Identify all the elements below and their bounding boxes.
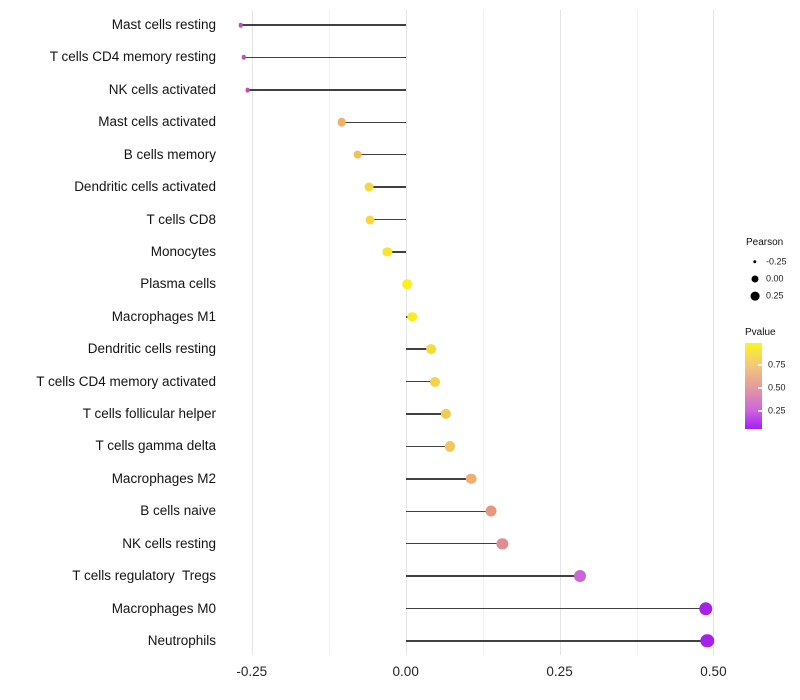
legend-pearson-entry: -0.25 [746, 253, 787, 270]
lollipop-dot [365, 215, 375, 225]
lollipop-stem [405, 478, 471, 480]
lollipop-stem [247, 89, 406, 91]
lollipop-stem [243, 56, 406, 59]
lollipop-dot [364, 182, 374, 192]
lollipop-stem [405, 445, 450, 448]
legend-size-dot [753, 259, 757, 264]
y-axis-label: Dendritic cells resting [87, 341, 216, 357]
y-axis-label: T cells CD4 memory resting [49, 49, 216, 65]
x-tick-label: 0.00 [392, 664, 419, 679]
legend-pearson: Pearson -0.25 0.00 0.25 [746, 237, 787, 305]
lollipop-dot [337, 117, 346, 127]
gridline-major [251, 10, 253, 655]
lollipop-stem [405, 510, 492, 513]
gridline-minor [482, 10, 484, 655]
lollipop-dot [407, 311, 418, 322]
gridline-minor [328, 10, 330, 655]
legend-pearson-entries: -0.25 0.00 0.25 [746, 253, 787, 305]
gridline-minor [636, 10, 638, 655]
lollipop-dot [238, 22, 243, 28]
lollipop-dot [402, 279, 412, 290]
lollipop-stem [405, 348, 431, 350]
legend-pearson-title: Pearson [746, 237, 784, 248]
y-axis-label: Macrophages M2 [111, 470, 216, 486]
lollipop-dot [382, 247, 392, 257]
pvalue-bar-tick [758, 386, 762, 389]
y-axis-label: Mast cells activated [98, 114, 216, 130]
legend: Pearson -0.25 0.00 0.25 Pvalue 0.75 0.50 0.2… [738, 232, 800, 442]
lollipop-dot [700, 634, 714, 648]
lollipop-stem [370, 218, 406, 221]
y-axis-label: Plasma cells [140, 276, 216, 292]
y-axis-label: Neutrophils [147, 632, 216, 648]
pvalue-gradient-bar: 0.75 0.50 0.25 [745, 343, 786, 429]
y-axis-label: Macrophages M1 [111, 308, 216, 324]
x-tick-label: -0.25 [236, 664, 268, 679]
y-axis-label: B cells naive [140, 503, 216, 519]
lollipop-dot [444, 441, 456, 452]
y-axis-label: Mast cells resting [111, 16, 216, 32]
lollipop-stem [405, 413, 446, 415]
y-axis-label: B cells memory [123, 146, 216, 162]
lollipop-dot [573, 570, 586, 583]
x-tick-label: 0.50 [700, 664, 727, 679]
pvalue-tick-label: 0.25 [768, 405, 786, 416]
lollipop-dot [429, 376, 440, 387]
gridline-major [405, 10, 407, 655]
lollipop-dot [485, 505, 497, 517]
legend-size-label: 0.00 [766, 273, 784, 284]
legend-pearson-entry: 0.00 [746, 270, 784, 287]
x-tick-label: 0.25 [546, 664, 573, 679]
lollipop-stem [387, 251, 406, 253]
lollipop-stem [240, 24, 406, 26]
legend-size-label: 0.25 [766, 290, 784, 301]
lollipop-stem [405, 380, 435, 383]
legend-size-dot [751, 275, 759, 283]
y-axis-label: T cells follicular helper [82, 406, 216, 422]
pvalue-bar-tick [758, 410, 762, 413]
y-axis-label: Monocytes [150, 243, 216, 259]
y-axis-label: T cells CD4 memory activated [36, 373, 216, 389]
legend-pearson-entry: 0.25 [746, 288, 784, 305]
lollipop-stem [368, 186, 406, 188]
lollipop-dot [353, 150, 363, 160]
lollipop-dot [465, 473, 477, 485]
y-axis-label: Dendritic cells activated [74, 179, 216, 195]
lollipop-dot [496, 538, 508, 550]
gridline-major [559, 10, 561, 655]
lollipop-dot [440, 408, 451, 420]
y-axis-label: NK cells resting [122, 535, 216, 551]
y-axis-label: Macrophages M0 [111, 600, 216, 616]
legend-pvalue-title: Pvalue [745, 327, 776, 338]
legend-size-dot [750, 291, 760, 301]
lollipop-stem [405, 607, 707, 610]
lollipop-stem [341, 121, 406, 123]
lollipop-dot [426, 344, 436, 355]
lollipop-dot [699, 601, 713, 616]
pvalue-tick-label: 0.75 [768, 359, 786, 370]
legend-pvalue: Pvalue 0.75 0.50 0.25 [745, 327, 786, 429]
y-axis-label: T cells regulatory Tregs [72, 568, 216, 584]
gridline-major [713, 10, 715, 655]
pvalue-tick-label: 0.50 [768, 382, 786, 393]
lollipop-stem [357, 153, 406, 156]
y-axis-label: NK cells activated [108, 81, 216, 97]
lollipop-dot [241, 55, 247, 60]
lollipop-dot [245, 87, 250, 93]
lollipop-stem [405, 575, 580, 577]
legend-size-label: -0.25 [766, 256, 787, 267]
pvalue-bar-tick [758, 364, 762, 367]
lollipop-stem [405, 542, 503, 545]
y-axis-label: T cells CD8 [146, 211, 216, 227]
y-axis-label: T cells gamma delta [95, 438, 216, 454]
lollipop-stem [405, 640, 708, 642]
